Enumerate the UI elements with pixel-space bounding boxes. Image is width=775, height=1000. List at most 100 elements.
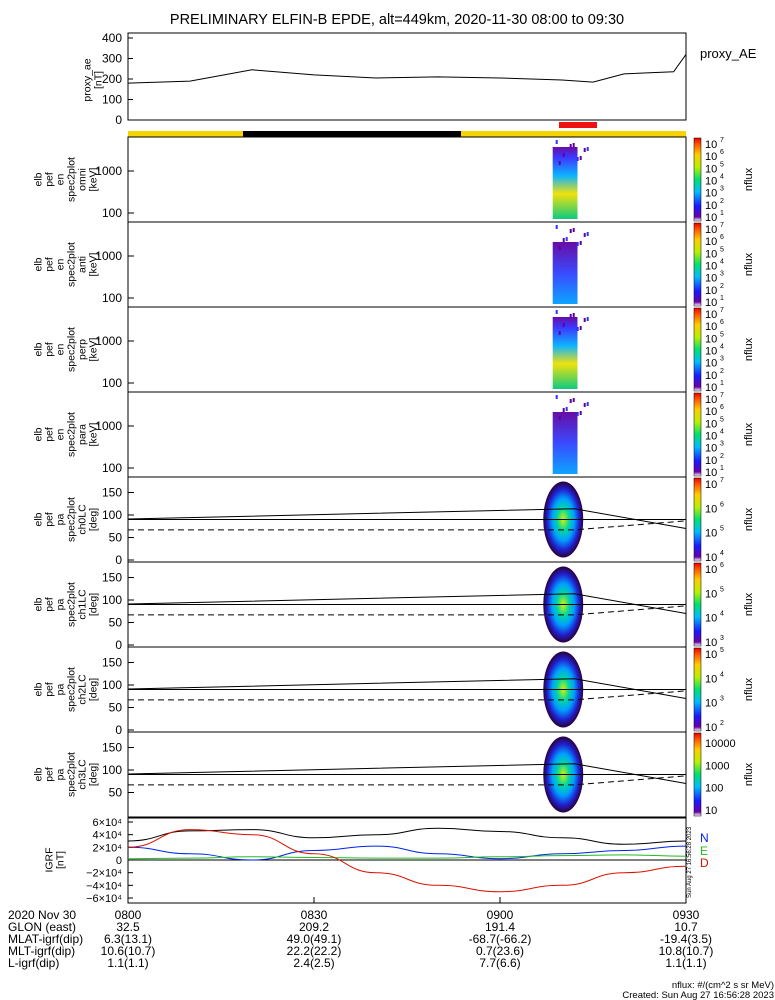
pa-panel-2-cbar-title: nflux <box>743 677 755 701</box>
pa-panel-2-cbar-exp: 4 <box>720 671 724 678</box>
pa-panel-2-cbar-label: 10 <box>705 649 717 661</box>
pa-tick-label: 0 <box>115 553 122 567</box>
pa-ylabel-line-4: ch3LC <box>77 759 89 790</box>
pa-panel-0-cbar-exp: 5 <box>720 526 724 533</box>
spec-speckle <box>562 153 565 157</box>
spec-panel-2-cbar-label: 10 <box>705 321 717 333</box>
spec-speckle <box>562 238 565 242</box>
spec-ylabel-line-3: spec2plot <box>66 242 78 287</box>
pa-panel-0-colorbar <box>693 477 702 562</box>
spec-speckle <box>579 156 582 160</box>
pa-ylabel-line-5: [deg] <box>88 763 100 786</box>
pa-tick-label: 150 <box>102 741 122 755</box>
pa-ylabel-line-0: elb <box>33 512 45 526</box>
proxy-ae-frame <box>127 32 687 121</box>
spec-panel-0-cbar-exp: 3 <box>720 186 724 193</box>
spec-panel-0-colorbar <box>693 137 702 222</box>
pa-tick-label: 100 <box>102 763 122 777</box>
spec-speckle <box>569 314 572 318</box>
spec-ylabel-line-2: en <box>55 344 67 356</box>
side-timestamp: Sun Aug 27 16:56:28 2023 <box>687 826 693 898</box>
spec-speckle <box>586 402 589 406</box>
pa-ylabel-line-2: pa <box>55 769 67 781</box>
pa-tick-label: 100 <box>102 593 122 607</box>
spec-panel-1-cbar-exp: 5 <box>720 246 724 253</box>
pa-tick-label: 50 <box>109 616 123 630</box>
spec-speckle <box>565 237 568 241</box>
pa-panel-2-cbar-label: 10 <box>705 673 717 685</box>
pa-panel-1-cbar-label: 10 <box>705 613 717 625</box>
pa-panel-1-cbar-exp: 6 <box>720 562 724 569</box>
footer-row-label: MLAT-igrf(dip) <box>8 932 83 946</box>
pa-panel-2-cbar-label: 10 <box>705 722 717 734</box>
footer-row-value: 0800 <box>115 908 142 922</box>
igrf-legend-n: N <box>700 831 709 845</box>
spec-panel-1-cbar-label: 10 <box>705 261 717 273</box>
igrf-total-line <box>127 827 687 845</box>
spec-intensity-band <box>552 147 578 219</box>
spec-panel-1-cbar-label: 10 <box>705 285 717 297</box>
spec-speckle <box>558 161 561 165</box>
pa-loss-cone-line <box>127 763 687 784</box>
black-bar-middle <box>243 131 461 137</box>
pa-panel-1-cbar-title: nflux <box>743 592 755 616</box>
spec-panel-1-cbar-label: 10 <box>705 297 717 309</box>
igrf-tick-label: −4×10⁴ <box>86 880 122 892</box>
spec-panel-1-cbar-exp: 2 <box>720 283 724 290</box>
spec-panel-3-cbar-exp: 2 <box>720 453 724 460</box>
pa-panel-1-cbar-exp: 5 <box>720 586 724 593</box>
spec-speckle <box>586 232 589 236</box>
pa-panel-3-cbar-label: 10 <box>705 805 717 817</box>
igrf-legend-d: D <box>700 856 709 870</box>
proxy-ae-tick-label: 300 <box>102 52 122 66</box>
pa-panel-0-cbar-title: nflux <box>743 507 755 531</box>
pa-ylabel-line-0: elb <box>33 597 45 611</box>
spec-ylabel-line-1: pef <box>44 172 56 187</box>
spec-ylabel-line-4: para <box>77 424 89 445</box>
pa-ylabel-line-4: ch2LC <box>77 674 89 705</box>
igrf-tick-label: 4×10⁴ <box>92 830 122 842</box>
spec-speckle <box>583 318 586 322</box>
pa-anti-loss-cone-line <box>128 775 687 786</box>
pa-panel-1-colorbar <box>693 562 702 647</box>
spec-speckle <box>586 147 589 151</box>
spec-ylabel-line-5: [keV] <box>88 422 100 446</box>
spec-ylabel-line-3: spec2plot <box>66 157 78 202</box>
spec-panel-0-cbar-label: 10 <box>705 188 717 200</box>
igrf-tick-label: −6×10⁴ <box>86 893 122 905</box>
proxy-ae-ylabel-line-1: [nT] <box>93 71 105 89</box>
spec-panel-2-cbar-exp: 4 <box>720 344 724 351</box>
footer-row-value: 7.7(6.6) <box>479 956 520 970</box>
proxy-ae-tick-label: 200 <box>102 72 122 86</box>
pa-panel-1-cbar-exp: 4 <box>720 611 724 618</box>
spec-speckle <box>565 152 568 156</box>
spec-ylabel-line-5: [keV] <box>88 167 100 191</box>
pa-ylabel-line-1: pef <box>44 767 56 782</box>
pa-ylabel-line-3: spec2plot <box>66 497 78 542</box>
spec-speckle <box>569 399 572 403</box>
spec-speckle <box>572 313 575 317</box>
spec-panel-0-cbar-exp: 2 <box>720 198 724 205</box>
spec-ylabel-line-0: elb <box>33 257 45 271</box>
spec-tick-label: 100 <box>102 291 122 305</box>
igrf-ylabel: IGRF [nT] <box>44 847 67 872</box>
footer-row-value: 49.0(49.1) <box>287 932 342 946</box>
spec-tick-label: 100 <box>102 206 122 220</box>
figure-title: PRELIMINARY ELFIN-B EPDE, alt=449km, 202… <box>170 12 624 28</box>
spec-speckle <box>555 310 558 314</box>
spec-panel-3-cbar-exp: 6 <box>720 404 724 411</box>
spec-panel-0-cbar-exp: 6 <box>720 149 724 156</box>
spec-speckle <box>583 403 586 407</box>
pa-panel-0-cbar-label: 10 <box>705 479 717 491</box>
spec-speckle <box>576 242 579 246</box>
footer-row-label: L-igrf(dip) <box>8 956 59 970</box>
spec-panel-2-cbar-exp: 6 <box>720 319 724 326</box>
units-note: nflux: #/(cm^2 s sr MeV) <box>672 980 774 991</box>
igrf-ylabel-line-1: [nT] <box>55 851 67 869</box>
pa-tick-label: 100 <box>102 508 122 522</box>
proxy-ae-yticks: 400 300 200 100 0 <box>102 31 133 127</box>
